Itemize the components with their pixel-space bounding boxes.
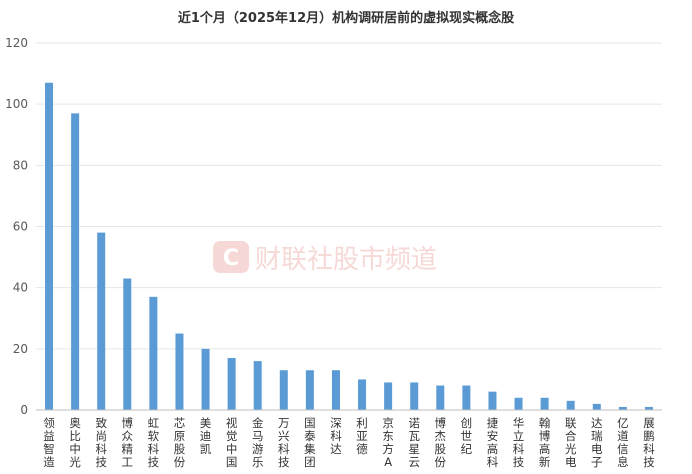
x-tick-label: 博众精工	[122, 416, 134, 469]
y-tick-label: 20	[13, 342, 28, 356]
y-tick-label: 40	[13, 281, 28, 295]
bar	[618, 406, 627, 410]
y-axis: 0 20 40 60 80 100 120	[5, 36, 28, 417]
bar	[488, 391, 497, 410]
bar	[227, 358, 236, 410]
bar	[45, 82, 54, 410]
y-tick-label: 60	[13, 220, 28, 234]
bar	[253, 361, 262, 410]
x-tick-label: 深科达	[330, 416, 342, 456]
x-tick-label: 联合光电	[565, 416, 577, 469]
bar	[592, 403, 601, 410]
grid-lines	[36, 42, 662, 350]
bar	[175, 333, 184, 410]
y-tick-label: 0	[20, 403, 28, 417]
x-tick-label: 致尚科技	[95, 416, 107, 469]
x-tick-label: 博杰股份	[435, 416, 447, 469]
bar	[384, 382, 393, 410]
x-tick-label: 诺瓦星云	[408, 416, 420, 469]
bar	[279, 370, 288, 410]
watermark-logo-glyph: C	[223, 246, 239, 271]
y-tick-label: 80	[13, 158, 28, 172]
x-tick-label: 利亚德	[356, 416, 368, 456]
bar	[514, 397, 523, 410]
x-tick-label: 展鹏科技	[643, 416, 655, 469]
bar	[462, 385, 471, 410]
y-tick-label: 120	[5, 36, 28, 50]
bar	[71, 113, 80, 410]
x-tick-label: 达瑞电子	[591, 416, 603, 469]
watermark-logo-icon	[213, 241, 249, 273]
bar	[358, 379, 367, 410]
y-tick-label: 100	[5, 97, 28, 111]
x-tick-label: 万兴科技	[278, 416, 290, 469]
x-tick-label: 华立科技	[513, 416, 525, 469]
bar	[123, 278, 132, 410]
bar	[410, 382, 419, 410]
chart-title: 近1个月（2025年12月）机构调研居前的虚拟现实概念股	[178, 10, 514, 26]
x-tick-label: 视觉中国	[226, 416, 238, 469]
x-tick-label: 领益智造	[43, 416, 55, 469]
x-axis: 领益智造 奥比中光 致尚科技 博众精工 虹软科技 芯原股份 美迪凯 视觉中国 金马游乐 万兴科技 国…	[36, 409, 662, 469]
x-tick-label: 美迪凯	[200, 416, 212, 456]
bar	[540, 397, 549, 410]
bar	[97, 232, 106, 410]
bar	[436, 385, 445, 410]
bar	[566, 400, 575, 410]
x-tick-label: 虹软科技	[148, 416, 160, 469]
bar	[149, 296, 158, 410]
x-tick-label: 创世纪	[461, 416, 473, 456]
x-tick-label: 金马游乐	[252, 416, 264, 469]
watermark: C 财联社股市频道	[213, 241, 437, 275]
watermark-text: 财联社股市频道	[255, 245, 437, 275]
bar	[305, 370, 314, 410]
x-tick-label: 奥比中光	[69, 416, 81, 469]
x-tick-label: 翰博高新	[539, 416, 551, 469]
bar	[331, 370, 340, 410]
x-tick-label: 京东方 A	[382, 416, 394, 469]
x-tick-label: 捷安高科	[487, 416, 499, 469]
bar	[644, 406, 653, 410]
x-tick-label: 国泰集团	[304, 416, 316, 469]
x-tick-label: 芯原股份	[174, 416, 186, 469]
x-tick-label: 亿道信息	[617, 416, 629, 469]
bar	[201, 348, 210, 410]
bars	[45, 82, 653, 410]
